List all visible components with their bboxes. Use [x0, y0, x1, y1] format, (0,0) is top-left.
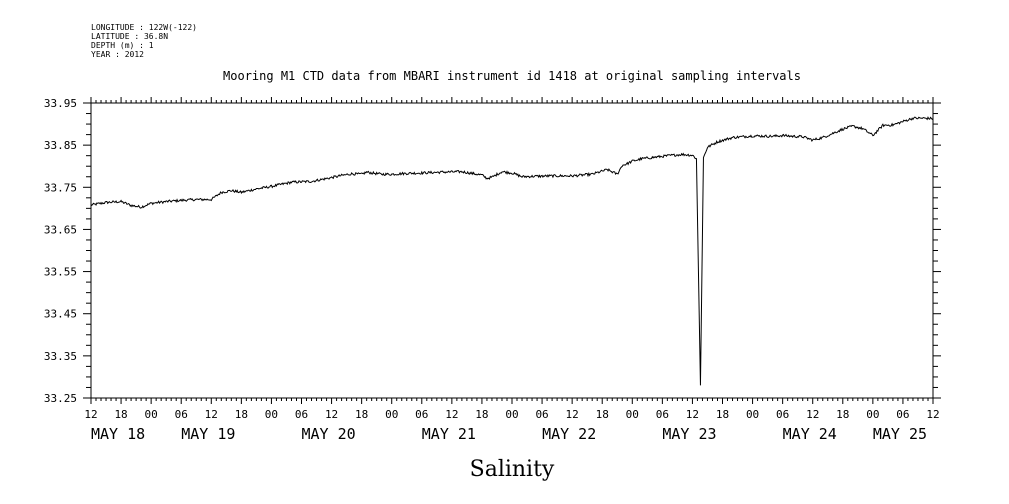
salinity-series-line [90, 116, 934, 386]
day-label: MAY 23 [662, 425, 716, 443]
day-label: MAY 22 [542, 425, 596, 443]
x-tick-label: 06 [535, 408, 548, 421]
y-tick-label: 33.35 [44, 350, 77, 363]
x-tick-label: 00 [505, 408, 518, 421]
x-tick-label: 12 [325, 408, 338, 421]
x-tick-label: 12 [84, 408, 97, 421]
x-tick-label: 18 [114, 408, 127, 421]
axis-ticks [83, 97, 941, 404]
y-tick-labels: 33.95 33.85 33.75 33.65 33.55 33.45 33.35 33.25 [44, 97, 77, 405]
x-tick-labels: 12 18 00 06 12 18 00 06 12 18 00 06 12 18 00 06 12 18 00 06… [84, 408, 939, 421]
latitude-text: LATITUDE : 36.8N [91, 32, 168, 41]
x-tick-label: 00 [746, 408, 759, 421]
y-tick-label: 33.75 [44, 181, 77, 194]
day-label: MAY 19 [181, 425, 235, 443]
x-tick-label: 06 [415, 408, 428, 421]
x-tick-label: 06 [776, 408, 789, 421]
x-tick-label: 06 [295, 408, 308, 421]
depth-text: DEPTH (m) : 1 [91, 41, 154, 50]
chart-title: Mooring M1 CTD data from MBARI instrumen… [223, 69, 801, 83]
day-labels: MAY 18 MAY 19 MAY 20 MAY 21 MAY 22 MAY 23 MAY … [91, 425, 927, 443]
x-tick-label: 18 [235, 408, 248, 421]
x-axis-label: Salinity [470, 457, 555, 482]
day-label: MAY 18 [91, 425, 145, 443]
series-group [90, 116, 934, 386]
y-tick-label: 33.85 [44, 139, 77, 152]
y-tick-label: 33.45 [44, 308, 77, 321]
x-tick-label: 00 [626, 408, 639, 421]
y-tick-label: 33.65 [44, 223, 77, 236]
x-tick-label: 18 [596, 408, 609, 421]
y-tick-label: 33.25 [44, 392, 77, 405]
x-tick-label: 12 [926, 408, 939, 421]
x-tick-label: 00 [145, 408, 158, 421]
x-tick-label: 18 [836, 408, 849, 421]
day-label: MAY 21 [422, 425, 476, 443]
day-label: MAY 20 [302, 425, 356, 443]
x-tick-label: 00 [385, 408, 398, 421]
x-tick-label: 06 [656, 408, 669, 421]
x-tick-label: 12 [205, 408, 218, 421]
year-text: YEAR : 2012 [91, 50, 144, 59]
x-tick-label: 00 [265, 408, 278, 421]
x-tick-label: 12 [806, 408, 819, 421]
x-tick-label: 18 [475, 408, 488, 421]
metadata-block: LONGITUDE : 122W(-122) LATITUDE : 36.8N … [91, 23, 197, 59]
x-tick-label: 18 [716, 408, 729, 421]
x-tick-label: 12 [686, 408, 699, 421]
day-label: MAY 24 [783, 425, 837, 443]
x-tick-label: 00 [866, 408, 879, 421]
day-label: MAY 25 [873, 425, 927, 443]
plot-frame [90, 102, 934, 399]
x-tick-label: 06 [896, 408, 909, 421]
x-tick-label: 06 [175, 408, 188, 421]
y-tick-label: 33.55 [44, 266, 77, 279]
x-tick-label: 18 [355, 408, 368, 421]
y-tick-label: 33.95 [44, 97, 77, 110]
x-tick-label: 12 [445, 408, 458, 421]
x-tick-label: 12 [566, 408, 579, 421]
longitude-text: LONGITUDE : 122W(-122) [91, 23, 197, 32]
